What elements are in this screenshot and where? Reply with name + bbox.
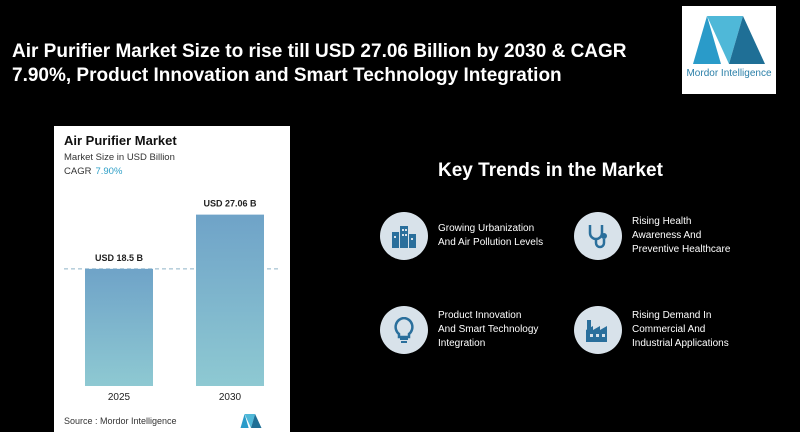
data-label-box [195, 196, 265, 211]
logo-mark-icon [693, 16, 765, 64]
trend-health-awareness: Rising Health Awareness And Preventive H… [574, 212, 752, 260]
trend-commercial-demand: Rising Demand In Commercial And Industri… [574, 306, 752, 354]
mordor-intelligence-logo: Mordor Intelligence [682, 6, 776, 94]
factory-icon [574, 306, 622, 354]
trend-urbanization: Growing Urbanization And Air Pollution L… [380, 212, 558, 260]
data-label-box [87, 250, 151, 265]
x-tick-label: 2025 [108, 392, 131, 403]
trends-title: Key Trends in the Market [438, 160, 663, 181]
cagr-row: CAGR 7.90% [64, 166, 122, 177]
chart-title: Air Purifier Market [64, 133, 177, 148]
bar [196, 214, 264, 386]
chart-subtitle: Market Size in USD Billion [64, 152, 175, 163]
cagr-label: CAGR [64, 166, 92, 177]
cagr-value: 7.90% [95, 166, 123, 177]
source-line: Source : Mordor Intelligence [64, 416, 177, 426]
trend-label: Rising Health Awareness And Preventive H… [632, 216, 731, 255]
bar [85, 268, 153, 386]
stethoscope-icon [574, 212, 622, 260]
trend-label: Rising Demand In Commercial And Industri… [632, 310, 729, 349]
bar-chart: USD 18.5 B 2025 USD 27.06 B 2030 [64, 196, 280, 403]
trend-label: Product Innovation And Smart Technology … [438, 310, 539, 349]
trend-product-innovation: Product Innovation And Smart Technology … [380, 306, 558, 354]
data-label: USD 27.06 B [203, 199, 257, 209]
logo-text: Mordor Intelligence [686, 68, 772, 79]
headline: Air Purifier Market Size to rise till US… [12, 41, 627, 86]
trend-label: Growing Urbanization And Air Pollution L… [438, 223, 544, 248]
source-logo-icon [240, 414, 262, 428]
x-tick-label: 2030 [219, 392, 242, 403]
city-buildings-icon [380, 212, 428, 260]
lightbulb-icon [380, 306, 428, 354]
data-label: USD 18.5 B [95, 253, 144, 263]
chart-card: USD 18.5 B 2025 USD 27.06 B 2030 Air Purifi… [54, 126, 290, 432]
